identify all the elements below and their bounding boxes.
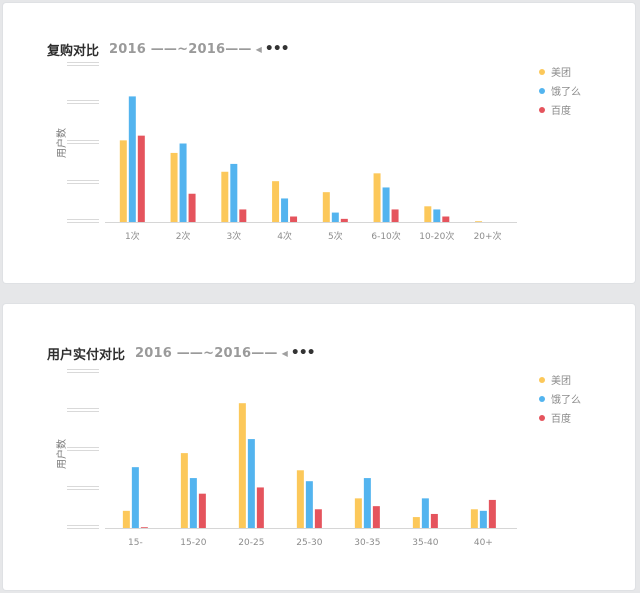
bar-baidu [391, 209, 399, 222]
bar-eleme [131, 467, 139, 528]
bar-eleme [421, 498, 429, 528]
x-tick-label: 20+次 [474, 230, 502, 242]
bar-baidu [198, 493, 206, 528]
legend-dot [539, 107, 545, 113]
bar-baidu [314, 509, 322, 528]
chart-title: 复购对比 [47, 43, 100, 59]
x-tick-label: 15-20 [180, 538, 206, 548]
bar-meituan [475, 221, 483, 222]
bar-meituan [221, 171, 229, 222]
x-tick-label: 6-10次 [371, 230, 400, 242]
legend-label: 美团 [551, 66, 571, 79]
chart-header: 复购对比 2016 ——~2016—— ◀ ••• [47, 39, 290, 59]
bar-baidu [140, 527, 148, 528]
date-range-selector[interactable]: 2016 ——~2016—— [109, 41, 252, 57]
bar-baidu [372, 506, 380, 528]
more-icon[interactable]: ••• [290, 345, 316, 361]
bar-meituan [296, 470, 304, 528]
bar-eleme [189, 478, 197, 528]
bar-baidu [442, 216, 450, 222]
bar-meituan [272, 181, 280, 222]
bar-eleme [479, 510, 487, 528]
date-range-selector[interactable]: 2016 ——~2016—— [135, 345, 278, 361]
caret-left-icon[interactable]: ◀ [281, 348, 288, 358]
bar-meituan [170, 152, 178, 222]
bar-meituan [424, 206, 432, 222]
bar-eleme [363, 478, 371, 528]
bar-meituan [373, 173, 381, 222]
x-tick-label: 4次 [277, 230, 292, 242]
legend-dot [539, 69, 545, 75]
bar-eleme [230, 163, 238, 222]
y-axis-label: 用户数 [55, 439, 68, 469]
chart-header: 用户实付对比 2016 ——~2016—— ◀ ••• [47, 343, 316, 363]
legend-label: 百度 [551, 104, 571, 117]
legend-dot [539, 377, 545, 383]
bar-baidu [256, 487, 264, 528]
legend-label: 饿了么 [551, 394, 581, 406]
bar-baidu [239, 209, 247, 222]
legend-label: 百度 [551, 412, 571, 425]
x-tick-label: 40+ [474, 538, 493, 548]
x-tick-label: 5次 [328, 230, 343, 242]
bar-meituan [354, 498, 362, 528]
x-tick-label: 30-35 [354, 538, 380, 548]
bar-eleme [382, 187, 390, 222]
legend-dot [539, 415, 545, 421]
x-tick-label: 10-20次 [419, 230, 454, 242]
legend-label: 饿了么 [551, 86, 581, 98]
bar-meituan [119, 140, 127, 222]
x-tick-label: 2次 [176, 230, 191, 242]
legend-dot [539, 396, 545, 402]
bar-eleme [305, 481, 313, 528]
bar-eleme [281, 198, 289, 222]
bar-meituan [122, 510, 130, 528]
x-tick-label: 20-25 [238, 538, 264, 548]
legend-dot [539, 88, 545, 94]
bar-meituan [412, 517, 420, 528]
bar-baidu [137, 135, 145, 222]
bar-baidu [430, 513, 438, 528]
x-tick-label: 1次 [125, 230, 140, 242]
bar-eleme [128, 96, 136, 222]
chart-title: 用户实付对比 [47, 347, 126, 363]
bar-baidu [290, 216, 298, 222]
bar-baidu [488, 499, 496, 528]
more-icon[interactable]: ••• [264, 41, 290, 57]
bar-eleme [331, 212, 339, 222]
bar-meituan [180, 453, 188, 528]
bar-eleme [179, 143, 187, 222]
x-tick-label: 35-40 [412, 538, 438, 548]
repurchase-chart-panel: 复购对比 2016 ——~2016—— ◀ ••• 用户数 1次 2次 3次 4次 5次 6… [3, 3, 635, 283]
bar-baidu [340, 218, 348, 222]
y-axis-label: 用户数 [55, 128, 68, 158]
x-tick-label: 15- [128, 538, 143, 548]
x-tick-label: 25-30 [296, 538, 322, 548]
bar-baidu [188, 193, 196, 222]
payment-bar-chart: 用户数 15- 15-20 20-25 25-30 30-35 35-40 40+ 美团饿了么百… [55, 369, 581, 548]
payment-chart-panel: 用户实付对比 2016 ——~2016—— ◀ ••• 用户数 15- 15-20 2… [3, 304, 635, 590]
x-tick-label: 3次 [226, 230, 241, 242]
bar-meituan [322, 192, 330, 222]
bar-eleme [433, 209, 441, 222]
bar-eleme [247, 439, 255, 528]
caret-left-icon[interactable]: ◀ [255, 44, 262, 54]
legend-label: 美团 [551, 374, 571, 387]
bar-meituan [470, 509, 478, 528]
bar-meituan [238, 403, 246, 528]
